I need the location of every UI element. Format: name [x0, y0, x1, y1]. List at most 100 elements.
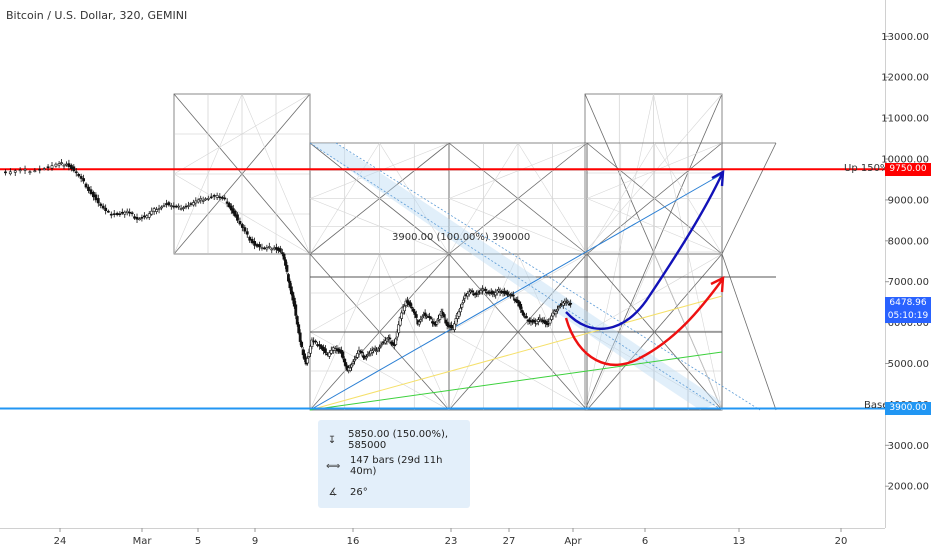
candle-body [225, 201, 229, 204]
candle-body [169, 205, 173, 207]
gann-box-center-a-fan3 [309, 253, 450, 333]
candle-body [300, 341, 304, 348]
candle-body [329, 349, 333, 354]
candle-body [8, 171, 12, 175]
candle-body [397, 324, 401, 334]
candle-body [463, 295, 467, 299]
candle-body [179, 208, 183, 210]
y-tick-label: 7000.00 [888, 277, 929, 288]
candle-body [67, 163, 71, 167]
candle-body [104, 207, 108, 212]
candle-body [162, 205, 166, 207]
gann-box-top-a-fan4 [309, 198, 450, 255]
info-bars-row: ⟺ 147 bars (29d 11h 40m) [326, 455, 470, 477]
vertical-range-icon: ↧ [327, 434, 337, 446]
gann-box-top-a-fan3 [309, 142, 450, 199]
candle-body [280, 252, 284, 254]
candle-body [511, 294, 515, 297]
x-tick-label: Apr [564, 536, 582, 547]
candle-body [435, 321, 439, 325]
candle-body [314, 340, 318, 343]
candle-body [457, 311, 461, 317]
candle-body [453, 323, 456, 331]
gann-box-right-fan2 [653, 93, 723, 411]
horizontal-levels[interactable] [0, 168, 885, 410]
gann-box-top-c-fan3 [586, 142, 723, 199]
candle-body [398, 317, 402, 326]
candle-body [74, 171, 78, 174]
candle-body [54, 163, 58, 167]
candle-body [467, 291, 471, 295]
candle-body [233, 210, 237, 217]
candle-body [459, 307, 462, 313]
candle-body [388, 337, 392, 340]
candle-body [46, 166, 50, 169]
level-label-base: Base [864, 400, 888, 411]
candle-body [520, 309, 524, 313]
gann-box-top-b-fan1 [448, 142, 519, 255]
x-tick-label: 16 [347, 536, 360, 547]
candle-body [130, 212, 134, 215]
gann-box-top-b-fan4 [448, 198, 588, 255]
time-axis[interactable]: 24 Mar 5 9 16 23 27 Apr 6 13 20 [54, 528, 848, 547]
candle-body [199, 198, 203, 201]
candle-body [419, 319, 423, 322]
candle-body [94, 194, 98, 201]
arrow-up-head [711, 169, 725, 187]
candle-body [50, 165, 54, 169]
price-tag-2: 05:10:19 [885, 310, 931, 324]
candle-body [536, 319, 540, 322]
y-tick-label: 5000.00 [888, 359, 929, 370]
candle-body [270, 248, 274, 251]
y-tick-label: 13000.00 [881, 32, 929, 43]
candle-body [289, 286, 293, 295]
candle-body [194, 200, 198, 204]
y-tick-label: 11000.00 [881, 114, 929, 125]
candle-body [381, 342, 384, 345]
candle-body [350, 364, 354, 368]
gann-box-right-fan3 [584, 93, 723, 253]
candle-body [101, 205, 105, 209]
y-tick-label: 6000.00 [888, 318, 929, 329]
candle-body [13, 170, 17, 173]
candle-body [476, 293, 480, 295]
candle-body [379, 344, 383, 347]
candle-body [558, 305, 562, 308]
candle-body [378, 346, 381, 349]
candle-body [236, 214, 239, 221]
candle-body [140, 217, 144, 219]
candle-body [142, 215, 146, 218]
candle-body [4, 171, 7, 174]
gann-box-center-c-fan4 [586, 331, 723, 411]
candle-body [460, 303, 464, 308]
arrow-up-path [565, 173, 724, 330]
candle-body [248, 236, 252, 241]
x-tick-label: 27 [503, 536, 516, 547]
gann-box-top-a-fan1 [309, 142, 380, 255]
candle-body [306, 358, 309, 364]
gann-box-left-fan4 [173, 173, 311, 255]
channel-line-b [335, 142, 761, 411]
candle-body [157, 208, 161, 210]
candle-body [344, 362, 348, 367]
candle-body [23, 168, 27, 171]
candle-body [413, 311, 417, 315]
gann-box-top-c-fan1 [586, 142, 655, 255]
candle-body [106, 210, 110, 213]
candle-body [77, 174, 81, 177]
gann-square-drawings[interactable] [173, 93, 777, 411]
candle-body [82, 178, 86, 182]
price-tag-3: 3900.00 [885, 402, 931, 415]
candle-body [554, 311, 558, 315]
candle-body [87, 186, 90, 191]
projection-arrows[interactable] [564, 169, 725, 367]
arrow-alt-path [564, 279, 723, 367]
candle-body [229, 205, 233, 211]
candle-body [442, 314, 446, 318]
info-price-range-row: ↧ 5850.00 (150.00%), 585000 [326, 429, 470, 451]
x-tick-label: 20 [835, 536, 848, 547]
gann-fan-lines[interactable] [309, 173, 723, 411]
gann-box-top-c-fan4 [586, 198, 723, 255]
candle-body [145, 215, 149, 219]
candle-body [556, 308, 559, 312]
